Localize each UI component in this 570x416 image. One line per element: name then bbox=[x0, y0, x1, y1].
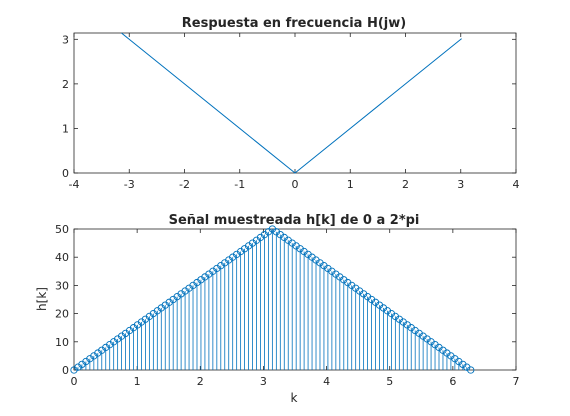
bottom-x-tick-label: 6 bbox=[449, 375, 456, 388]
x-axis-label: k bbox=[291, 391, 298, 405]
top-x-tick-label: -2 bbox=[179, 178, 190, 191]
top-y-tick-label: 1 bbox=[62, 122, 69, 135]
bottom-x-tick-label: 4 bbox=[323, 375, 330, 388]
sampled-signal-axes: Señal muestreada h[k] de 0 a 2*pi 0 1 2 3 4 5… bbox=[35, 213, 520, 405]
sampled-signal-plot-area: 0 1 2 3 4 5 6 7 0 10 20 30 40 50 bbox=[55, 223, 520, 388]
top-x-tick-label: 3 bbox=[457, 178, 464, 191]
bottom-y-tick-label: 50 bbox=[55, 223, 69, 236]
bottom-x-tick-label: 7 bbox=[513, 375, 520, 388]
bottom-x-tick-label: 2 bbox=[197, 375, 204, 388]
bottom-axes-box bbox=[73, 228, 517, 371]
top-x-tick-label: 0 bbox=[292, 178, 299, 191]
bottom-y-tick-label: 20 bbox=[55, 308, 69, 321]
top-x-tick-label: -1 bbox=[234, 178, 245, 191]
stem-marker bbox=[467, 366, 475, 374]
bottom-x-tick-label: 1 bbox=[134, 375, 141, 388]
bottom-y-tick-label: 40 bbox=[55, 251, 69, 264]
top-x-tick-label: 1 bbox=[347, 178, 354, 191]
top-y-tick-label: 2 bbox=[62, 78, 69, 91]
bottom-y-tick-label: 30 bbox=[55, 279, 69, 292]
top-y-tick-label: 0 bbox=[62, 167, 69, 180]
bottom-x-tick-label: 0 bbox=[71, 375, 78, 388]
bottom-y-tick-label: 0 bbox=[62, 364, 69, 377]
top-axes-box bbox=[73, 32, 517, 174]
top-x-tick-label: 4 bbox=[513, 178, 520, 191]
bottom-x-tick-label: 5 bbox=[386, 375, 393, 388]
y-axis-label: h[k] bbox=[35, 287, 49, 311]
bottom-y-tick-label: 10 bbox=[55, 336, 69, 349]
top-y-tick-label: 3 bbox=[62, 33, 69, 46]
top-chart-title: Respuesta en frecuencia H(jw) bbox=[182, 16, 406, 31]
frequency-response-axes: Respuesta en frecuencia H(jw) -4 -3 -2 -1 0 1… bbox=[62, 16, 520, 191]
bottom-x-tick-label: 3 bbox=[260, 375, 267, 388]
top-x-tick-label: -3 bbox=[124, 178, 135, 191]
top-x-tick-label: 2 bbox=[402, 178, 409, 191]
frequency-response-plot-area: -4 -3 -2 -1 0 1 2 3 4 0 1 2 3 bbox=[62, 32, 520, 191]
frequency-response-line bbox=[121, 32, 462, 174]
top-x-tick-label: -4 bbox=[69, 178, 80, 191]
bottom-chart-title: Señal muestreada h[k] de 0 a 2*pi bbox=[169, 213, 420, 228]
